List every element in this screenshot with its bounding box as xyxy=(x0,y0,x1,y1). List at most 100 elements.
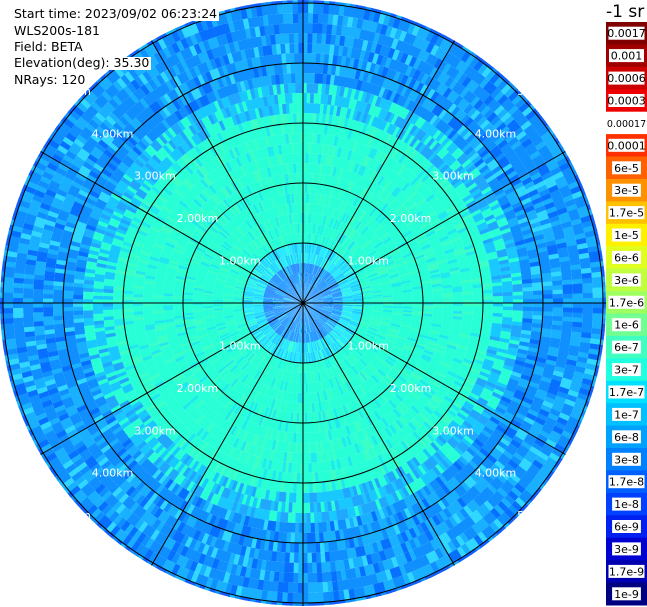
beta-cell xyxy=(312,298,323,302)
beta-cell xyxy=(311,291,320,298)
beta-cell xyxy=(312,297,323,301)
beta-cell xyxy=(291,311,298,320)
beta-cell xyxy=(309,288,317,296)
beta-cell xyxy=(312,299,323,302)
beta-cell xyxy=(307,285,313,295)
beta-cell xyxy=(306,312,310,322)
beta-cell xyxy=(300,293,303,303)
beta-cell xyxy=(299,303,303,313)
beta-cell xyxy=(312,294,322,299)
beta-cell xyxy=(308,286,315,295)
beta-cell xyxy=(311,293,321,299)
beta-cell xyxy=(290,310,297,319)
beta-cell xyxy=(294,312,299,322)
beta-cell xyxy=(312,295,322,300)
beta-cell xyxy=(293,301,303,303)
beta-cell xyxy=(311,308,320,314)
beta-cell xyxy=(307,285,313,295)
beta-cell xyxy=(303,293,305,303)
beta-cell xyxy=(305,312,309,323)
beta-cell xyxy=(303,303,313,307)
beta-cell xyxy=(308,311,314,320)
beta-cell xyxy=(312,300,323,302)
beta-cell xyxy=(298,312,302,323)
beta-cell xyxy=(299,293,303,303)
beta-cell xyxy=(303,313,305,323)
beta-cell xyxy=(312,294,322,300)
beta-cell xyxy=(303,303,311,310)
beta-cell xyxy=(296,303,303,311)
beta-cell xyxy=(305,312,309,323)
beta-cell xyxy=(305,312,308,323)
beta-cell xyxy=(310,309,319,316)
beta-cell xyxy=(294,312,300,322)
beta-cell xyxy=(303,295,310,303)
beta-cell xyxy=(303,300,313,303)
beta-cell xyxy=(295,296,303,303)
beta-cell xyxy=(304,312,307,323)
beta-cell xyxy=(295,312,300,322)
beta-cell xyxy=(310,309,319,316)
beta-cell xyxy=(308,311,315,320)
beta-cell xyxy=(313,301,323,303)
beta-cell xyxy=(311,292,320,298)
beta-cell xyxy=(310,309,318,318)
beta-cell xyxy=(311,307,321,313)
beta-cell xyxy=(293,303,303,306)
beta-cell xyxy=(290,310,297,319)
beta-cell xyxy=(303,303,306,313)
beta-cell xyxy=(310,289,319,297)
beta-cell xyxy=(300,303,303,313)
beta-cell xyxy=(288,309,296,317)
beta-cell xyxy=(290,311,298,320)
beta-cell xyxy=(293,303,303,304)
beta-cell xyxy=(303,312,306,323)
beta-cell xyxy=(311,291,320,298)
beta-cell xyxy=(303,296,311,303)
beta-cell xyxy=(303,300,313,303)
beta-cell xyxy=(312,297,323,301)
beta-cell xyxy=(312,296,323,301)
beta-cell xyxy=(305,312,308,323)
beta-cell xyxy=(303,303,311,310)
beta-cell xyxy=(303,301,313,303)
beta-cell xyxy=(295,303,303,310)
beta-cell xyxy=(296,303,303,311)
beta-cell xyxy=(303,303,313,305)
beta-cell xyxy=(312,297,323,301)
beta-cell xyxy=(306,312,311,322)
beta-cell xyxy=(310,289,318,297)
beta-cell xyxy=(300,293,303,303)
beta-cell xyxy=(303,300,313,303)
beta-cell xyxy=(296,295,303,303)
beta-cell xyxy=(303,303,313,306)
beta-cell xyxy=(295,303,303,310)
beta-cell xyxy=(312,307,322,312)
beta-cell xyxy=(296,295,303,303)
beta-cell xyxy=(310,289,318,297)
beta-cell xyxy=(312,296,322,300)
beta-cell xyxy=(303,293,305,303)
beta-cell xyxy=(303,299,313,303)
beta-cell xyxy=(312,306,322,311)
beta-cell xyxy=(289,310,297,318)
beta-cell xyxy=(304,312,306,323)
beta-cell xyxy=(302,293,303,303)
beta-cell xyxy=(293,303,303,306)
beta-cell xyxy=(308,311,315,320)
beta-cell xyxy=(312,304,323,308)
beta-cell xyxy=(306,312,310,322)
beta-cell xyxy=(293,303,303,306)
beta-cell xyxy=(300,293,303,303)
beta-cell xyxy=(312,295,322,300)
beta-cell xyxy=(307,284,312,294)
beta-cell xyxy=(307,312,312,322)
beta-cell xyxy=(310,289,319,297)
beta-cell xyxy=(308,286,314,295)
beta-cell xyxy=(306,312,312,322)
beta-cell xyxy=(307,284,312,294)
beta-cell xyxy=(301,303,303,313)
beta-cell xyxy=(312,298,323,301)
beta-cell xyxy=(311,308,320,315)
